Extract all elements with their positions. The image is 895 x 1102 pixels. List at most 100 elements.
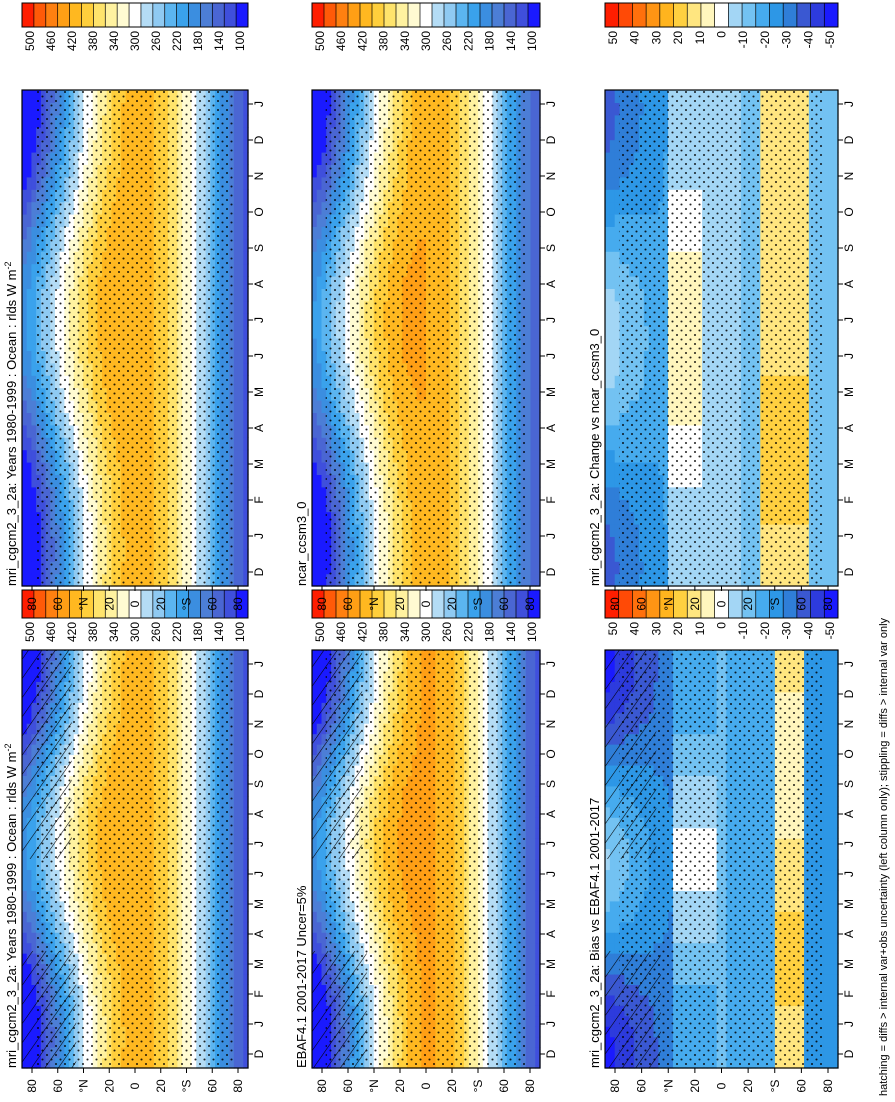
heatmap-cell: [238, 449, 244, 463]
heatmap-cell: [31, 300, 37, 314]
heatmap-cell: [238, 276, 244, 289]
heatmap-cell: [31, 201, 37, 215]
heatmap-cell: [31, 911, 37, 923]
heatmap-cell: [31, 263, 37, 277]
heatmap-cell: [238, 994, 244, 1006]
heatmap-cell: [243, 214, 249, 227]
heatmap-cell: [233, 362, 240, 376]
heatmap-cell: [243, 412, 249, 426]
heatmap-cell: [243, 953, 249, 965]
colorbar-tick-label: 340: [107, 31, 121, 51]
heatmap-cell: [243, 338, 249, 351]
heatmap-cell: [243, 449, 249, 463]
colorbar-tick-label: 140: [212, 31, 226, 51]
x-tick-label: N: [252, 172, 266, 181]
heatmap-cell: [233, 214, 240, 227]
heatmap-cell: [31, 890, 37, 902]
y-tick-label: 20: [154, 597, 168, 611]
heatmap-cell: [233, 806, 240, 818]
heatmap-cell: [26, 139, 33, 153]
heatmap-cell: [233, 424, 240, 438]
heatmap-cell: [238, 890, 244, 902]
y-tick-label: °N: [77, 597, 91, 610]
heatmap-cell: [31, 350, 37, 364]
heatmap-cell: [31, 486, 37, 500]
heatmap-cell: [26, 511, 33, 525]
heatmap-cell: [316, 900, 323, 912]
colorbar-swatch: [176, 590, 190, 618]
heatmap-cell: [233, 164, 240, 178]
heatmap-cell: [26, 325, 33, 339]
y-tick-label: 60: [205, 1079, 219, 1093]
heatmap-cell: [312, 942, 318, 954]
x-tick-label: F: [252, 496, 266, 503]
heatmap-cell: [26, 859, 33, 871]
colorbar-swatch: [236, 3, 249, 27]
colorbar-swatch: [81, 3, 94, 27]
heatmap-cell: [243, 276, 249, 289]
heatmap-cell: [31, 375, 37, 389]
heatmap-cell: [22, 911, 28, 923]
heatmap-cell: [312, 932, 318, 944]
heatmap-cell: [26, 900, 33, 912]
heatmap-cell: [243, 733, 249, 745]
heatmap-cell: [22, 412, 28, 426]
panel-title-superscript: -2: [3, 743, 13, 751]
panel-title: mri_cgcm2_3_2a: Years 1980-1999 : Ocean …: [3, 743, 19, 1068]
heatmap-cell: [31, 114, 37, 128]
heatmap-cell: [31, 189, 37, 203]
heatmap-cell: [238, 474, 244, 488]
heatmap-cell: [22, 350, 28, 364]
heatmap-cell: [26, 189, 33, 203]
heatmap-cell: [233, 712, 240, 724]
heatmap-cell: [238, 1047, 244, 1059]
heatmap-cell: [26, 362, 33, 376]
heatmap-cell: [233, 953, 240, 965]
heatmap-cell: [238, 152, 244, 165]
heatmap-cell: [243, 712, 249, 724]
heatmap-cell: [238, 387, 244, 401]
heatmap-cell: [238, 412, 244, 426]
heatmap-cell: [22, 921, 28, 933]
x-tick-label: D: [252, 689, 266, 698]
heatmap-cell: [238, 1015, 244, 1027]
heatmap-cell: [233, 511, 240, 525]
heatmap-cell: [243, 176, 249, 190]
heatmap-cell: [31, 176, 37, 190]
heatmap-cell: [26, 536, 33, 550]
heatmap-cell: [31, 921, 37, 933]
x-tick-label: J: [252, 101, 266, 107]
heatmap-cell: [26, 561, 33, 575]
heatmap-cell: [233, 1015, 240, 1027]
heatmap-cell: [243, 859, 249, 871]
hatching-overlay: [22, 650, 72, 859]
heatmap-cell: [243, 754, 249, 766]
heatmap-cell: [233, 785, 240, 797]
heatmap-cell: [22, 201, 28, 215]
heatmap-cell: [22, 214, 28, 227]
heatmap-cell: [31, 573, 37, 587]
heatmap-cell: [31, 251, 37, 265]
colorbar-frame: [21, 2, 249, 28]
heatmap-cell: [22, 338, 28, 351]
y-tick-label: 60: [205, 597, 219, 611]
y-tick-label: 0: [128, 600, 142, 607]
heatmap-cell: [238, 712, 244, 724]
heatmap-cell: [238, 744, 244, 756]
heatmap-cell: [26, 251, 33, 265]
heatmap-cell: [31, 449, 37, 463]
heatmap-cell: [26, 437, 33, 451]
heatmap-cell: [238, 838, 244, 850]
heatmap-cell: [26, 499, 33, 513]
heatmap-cell: [243, 375, 249, 389]
heatmap-cell: [31, 362, 37, 376]
heatmap-cell: [243, 536, 249, 550]
heatmap-cell: [243, 869, 249, 881]
heatmap-cell: [26, 486, 33, 500]
heatmap-cell: [22, 387, 28, 401]
x-tick-label: A: [252, 810, 266, 818]
heatmap-cell: [22, 313, 28, 327]
colorbar-tick-label: 460: [44, 31, 58, 51]
heatmap-cell: [238, 754, 244, 766]
